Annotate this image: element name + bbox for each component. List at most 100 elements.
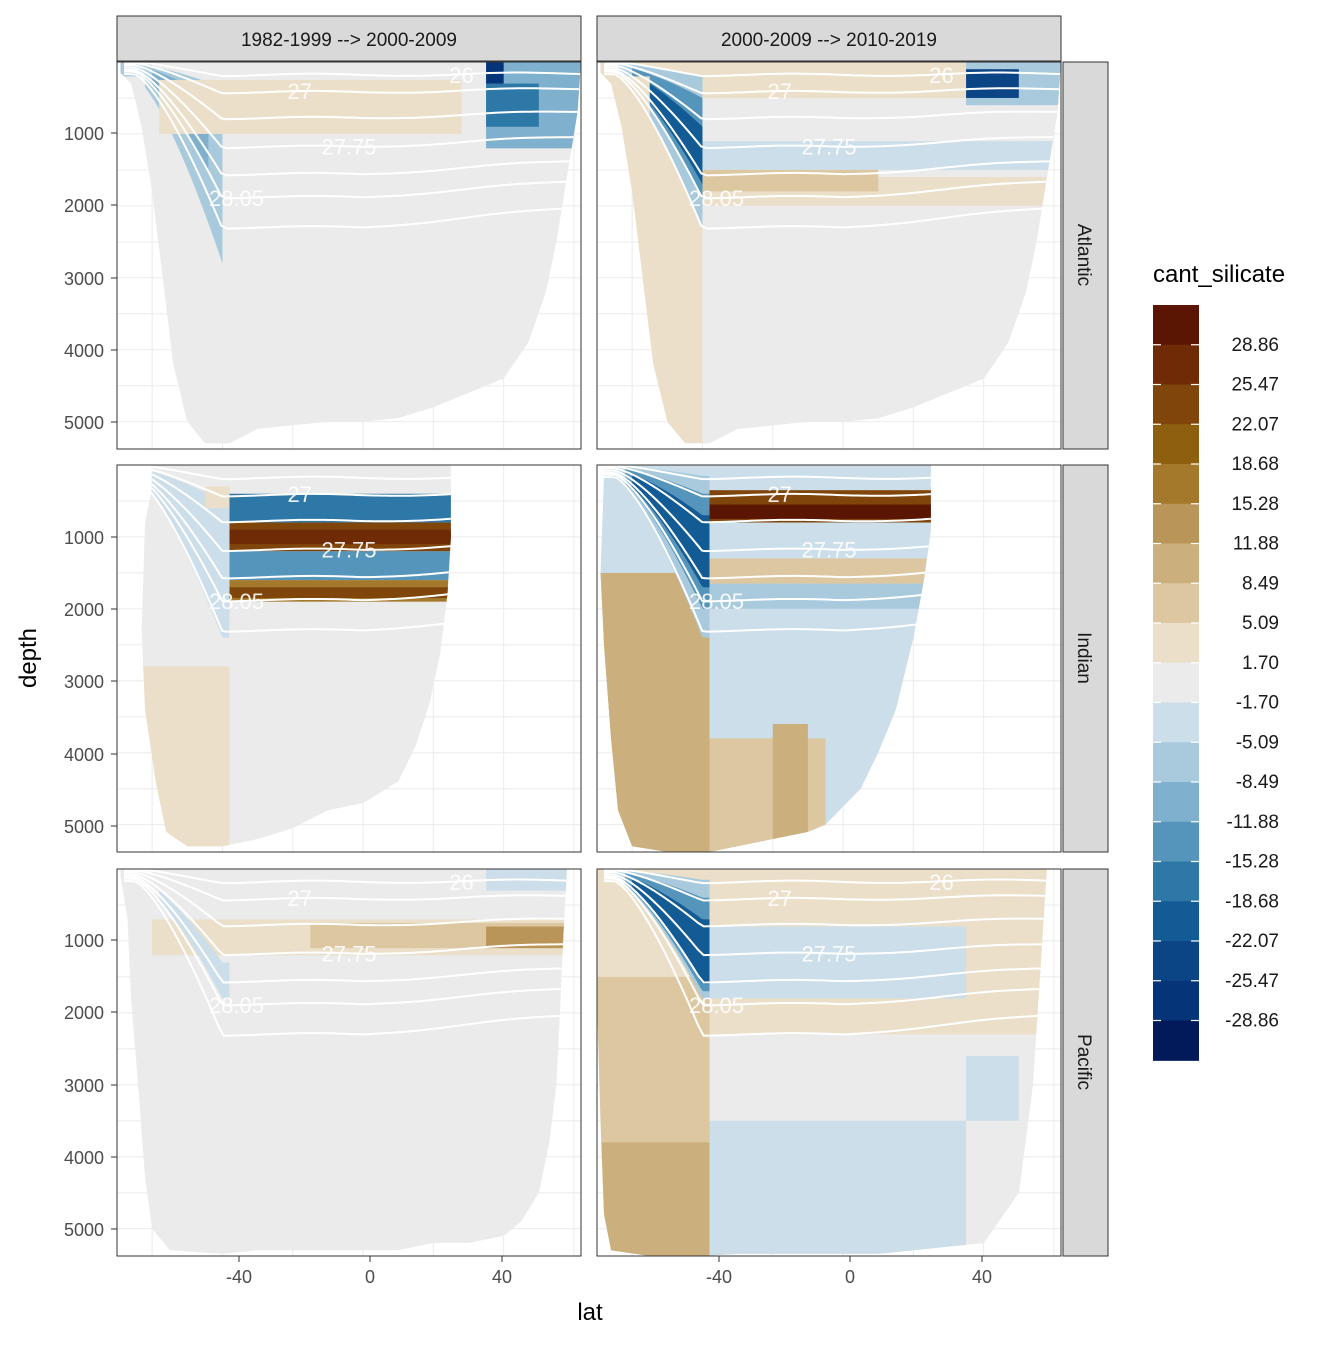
legend-swatch	[1153, 623, 1199, 664]
isopycnal-label: 27	[768, 886, 792, 911]
isopycnal-line	[604, 465, 931, 498]
isopycnal-label: 27	[288, 886, 312, 911]
isopycnal-label: 28.05	[209, 186, 264, 211]
panel-atlantic-1982-2009: 26 27 27.75 28.05	[117, 62, 581, 449]
isopycnal-label: 28.05	[209, 589, 264, 614]
y-tick-label: 5000	[64, 817, 104, 837]
legend-label: -15.28	[1225, 852, 1279, 873]
isopycnal-line	[604, 465, 931, 481]
legend-title: cant_silicate	[1153, 261, 1285, 288]
y-tick-label: 2000	[64, 1003, 104, 1023]
legend-label: 5.09	[1242, 613, 1279, 634]
y-axis-row-3: 1000 2000 3000 4000 5000	[64, 931, 117, 1240]
column-strip-2: 2000-2009 --> 2010-2019	[596, 15, 1062, 62]
isopycnal-line	[141, 467, 451, 524]
isopycnal-label: 26	[929, 466, 953, 491]
value-region	[702, 169, 879, 192]
y-tick-label: 4000	[64, 745, 104, 765]
isopycnal-line	[604, 879, 1047, 1037]
isopycnal-line	[604, 62, 1061, 95]
isopycnal-line	[604, 70, 1061, 200]
isopycnal-line	[604, 869, 1047, 902]
isopycnal-line	[124, 68, 581, 177]
row-strip-pacific: Pacific	[1062, 868, 1109, 1257]
y-axis-row-1: 1000 2000 3000 4000 5000	[64, 124, 117, 433]
legend-swatch	[1153, 901, 1199, 942]
legend-label: 18.68	[1231, 454, 1279, 475]
isopycnal-line	[604, 467, 931, 524]
isopycnal-line	[604, 68, 1061, 177]
isopycnal-line	[124, 62, 581, 95]
isopycnal-label: 27.75	[801, 134, 856, 159]
y-tick-label: 4000	[64, 341, 104, 361]
isopycnal-label: 27	[768, 79, 792, 104]
legend-label: 15.28	[1231, 494, 1279, 515]
isopycnal-line	[124, 879, 567, 1037]
isopycnal-line	[124, 877, 567, 1007]
value-region	[709, 1012, 1047, 1035]
x-tick-label: 0	[845, 1267, 855, 1287]
value-region	[159, 890, 230, 999]
value-region	[229, 529, 451, 545]
value-region	[292, 115, 462, 134]
isopycnal-line	[604, 475, 931, 633]
legend-labels: 28.86 25.47 22.07 18.68 15.28 11.88 8.49 5.09 1.…	[1225, 335, 1279, 1032]
isopycnal-line	[124, 64, 581, 121]
isopycnal-line	[141, 465, 451, 498]
legend-swatch	[1153, 861, 1199, 902]
legend-swatch	[1153, 344, 1199, 386]
value-region	[486, 926, 567, 949]
value-region	[966, 1056, 1019, 1121]
isopycnal-label: 27.75	[321, 537, 376, 562]
row-strip-indian: Indian	[1062, 464, 1109, 853]
y-tick-label: 2000	[64, 196, 104, 216]
isopycnal-label: 26	[449, 466, 473, 491]
isopycnal-label: 27.75	[321, 134, 376, 159]
legend-swatch	[1153, 782, 1199, 823]
y-tick-label: 5000	[64, 1220, 104, 1240]
legend-swatch	[1153, 464, 1199, 505]
value-region	[709, 558, 931, 584]
legend-swatch	[1153, 980, 1199, 1022]
isopycnal-line	[604, 869, 1047, 885]
isopycnal-line	[124, 62, 581, 78]
legend-label: -8.49	[1236, 772, 1279, 793]
legend-label: -5.09	[1236, 732, 1279, 753]
value-region	[229, 493, 451, 523]
isopycnal-label: 26	[449, 63, 473, 88]
legend-label: -18.68	[1225, 891, 1279, 912]
legend-label: 22.07	[1231, 414, 1279, 435]
x-tick-label: -40	[226, 1267, 252, 1287]
isopycnal-line	[124, 72, 581, 230]
value-region	[632, 877, 710, 985]
legend: cant_silicate 28.86 25.47 22.07 18.68 15.28 1…	[1153, 261, 1285, 1061]
value-region	[639, 77, 703, 185]
isopycnal-label: 28.05	[689, 589, 744, 614]
panel-borders	[116, 61, 1062, 1257]
value-region	[709, 522, 931, 559]
y-tick-label: 3000	[64, 672, 104, 692]
y-tick-label: 1000	[64, 124, 104, 144]
isopycnal-label: 26	[929, 870, 953, 895]
isopycnal-label: 27.75	[321, 941, 376, 966]
y-tick-label: 3000	[64, 269, 104, 289]
column-strip-2-label: 2000-2009 --> 2010-2019	[721, 30, 937, 51]
isopycnal-line	[124, 70, 581, 200]
isopycnal-label: 26	[929, 63, 953, 88]
panel-indian-2000-2019: 26 27 27.75 28.05	[597, 465, 1061, 852]
isopycnal-line	[604, 471, 931, 580]
legend-swatch	[1153, 543, 1199, 584]
isopycnal-line	[124, 871, 567, 928]
isopycnal-label: 28.05	[209, 993, 264, 1018]
value-region	[709, 504, 931, 519]
value-region	[966, 69, 1019, 98]
isopycnal-line	[604, 62, 1061, 78]
column-strip-1-label: 1982-1999 --> 2000-2009	[241, 30, 457, 51]
row-strip-atlantic: Atlantic	[1062, 61, 1109, 450]
y-tick-label: 5000	[64, 413, 104, 433]
isopycnal-line	[604, 877, 1047, 1007]
y-tick-label: 1000	[64, 931, 104, 951]
value-region	[772, 723, 808, 852]
isopycnal-line	[604, 64, 1061, 121]
legend-label: 8.49	[1242, 573, 1279, 594]
